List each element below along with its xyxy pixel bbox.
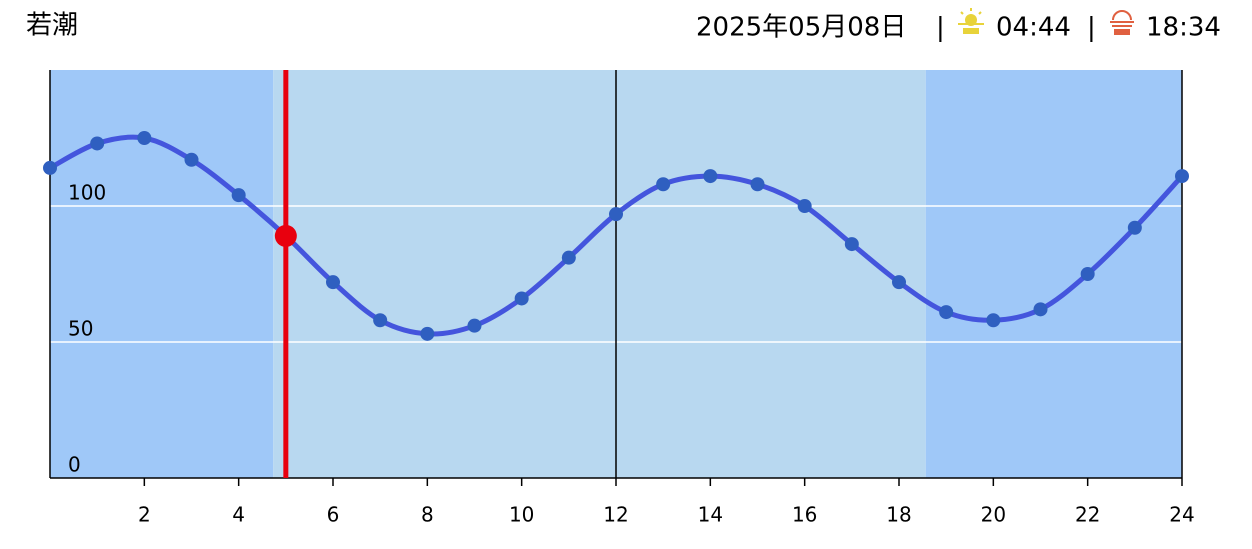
tide-point [892,275,906,290]
tide-point [656,177,671,192]
place-name: 若潮 [26,11,78,41]
x-tick-label: 14 [698,503,723,527]
tide-point [986,313,1001,328]
sunset-icon [1110,10,1134,35]
sunrise-time: 04:44 [996,13,1071,43]
y-tick-label: 50 [68,317,93,341]
tide-point [137,131,152,145]
x-tick-label: 8 [421,503,434,527]
tide-point [514,291,529,306]
tide-point [467,318,482,333]
x-tick-label: 4 [232,503,245,527]
tide-point [1033,302,1048,317]
x-tick-label: 18 [886,503,911,527]
x-tick-label: 20 [981,503,1006,527]
night-background [925,70,1182,478]
y-tick-label: 0 [68,453,81,477]
date: 2025年05月08日 [696,13,906,43]
x-tick-label: 10 [509,503,534,527]
tide-point [939,305,954,320]
tide-point [43,160,57,175]
tide-point [844,237,859,252]
tide-point [561,250,576,265]
separator: | [1087,13,1096,43]
tide-point [703,169,718,184]
sunrise-icon [958,8,984,34]
x-tick-label: 2 [138,503,151,527]
x-tick-label: 12 [603,503,628,527]
y-tick-label: 100 [68,181,106,205]
x-tick-label: 24 [1169,503,1194,527]
tide-point [1127,220,1142,235]
x-tick-label: 22 [1075,503,1100,527]
sunset-time: 18:34 [1146,13,1221,43]
day-background [273,70,926,478]
tide-point [231,188,246,203]
tide-point [184,152,199,167]
separator: | [936,13,945,43]
tide-point [1080,267,1095,281]
tide-point [90,136,105,151]
tide-point [373,313,388,328]
tide-point [420,326,435,341]
tide-point [326,275,340,290]
tide-point [750,177,765,192]
night-background [50,70,274,478]
tide-point [797,199,812,213]
tide-point [1175,169,1189,184]
current-point [274,224,297,247]
x-tick-label: 6 [327,503,340,527]
x-tick-label: 16 [792,503,817,527]
tide-point [609,207,623,222]
